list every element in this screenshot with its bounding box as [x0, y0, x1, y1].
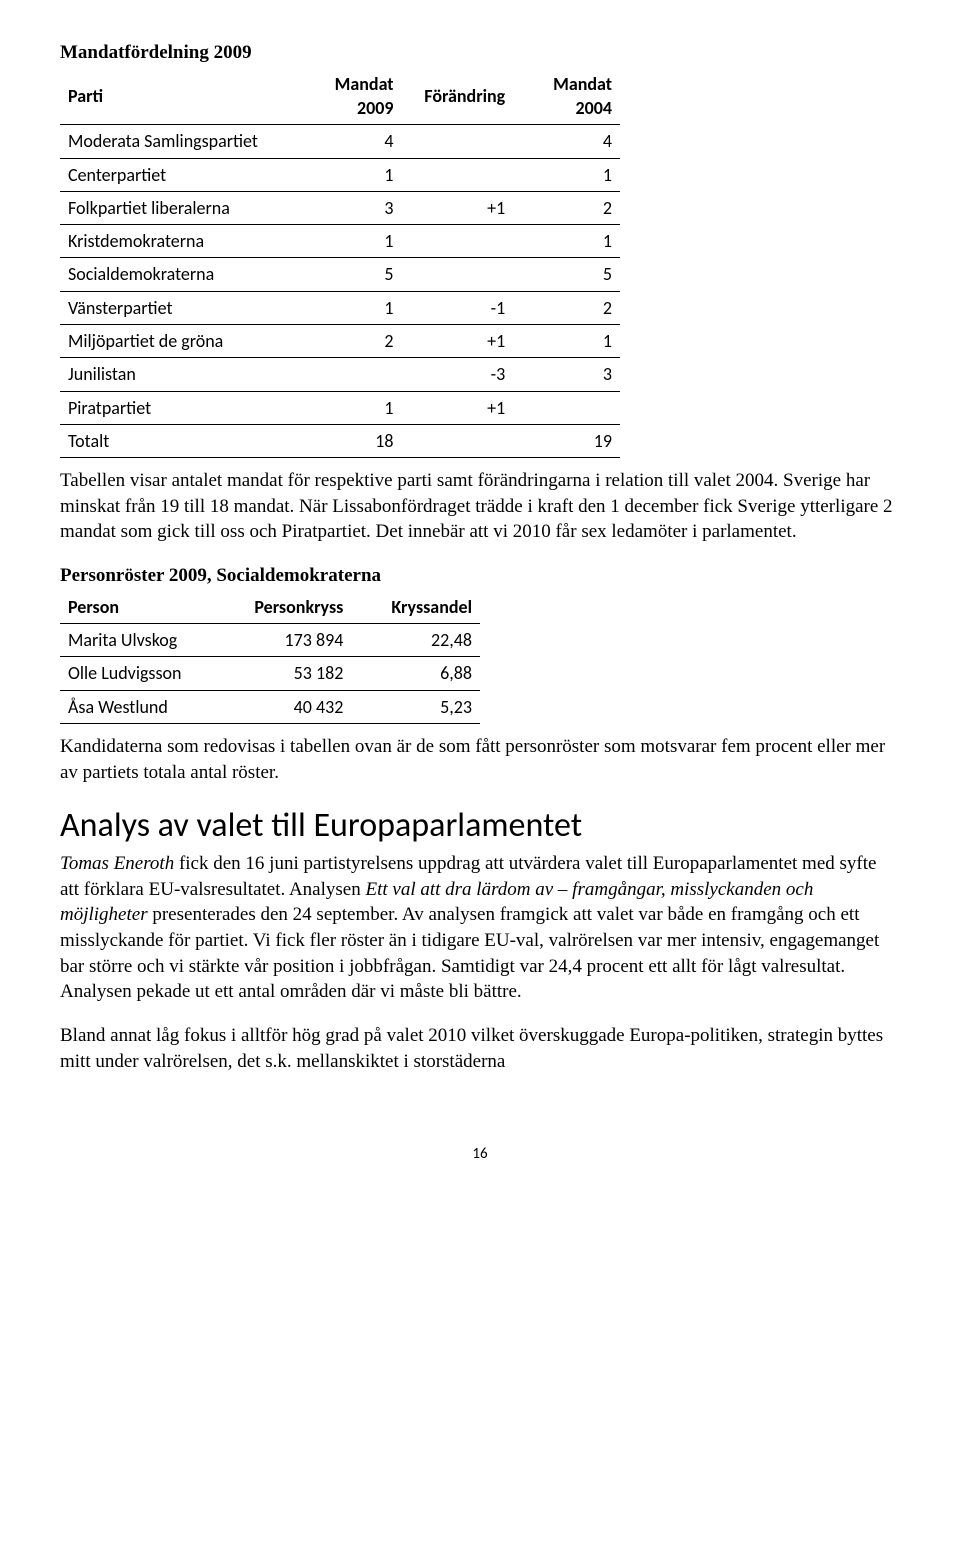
change-cell — [402, 225, 514, 258]
table-row: Kristdemokraterna11 — [60, 225, 620, 258]
party-cell: Totalt — [60, 424, 295, 457]
paragraph-1: Tabellen visar antalet mandat för respek… — [60, 468, 900, 545]
table-row: Folkpartiet liberalerna3+12 — [60, 191, 620, 224]
m2009-cell: 1 — [295, 391, 402, 424]
change-cell: -3 — [402, 358, 514, 391]
andel-cell: 5,23 — [351, 690, 480, 723]
table-row: Miljöpartiet de gröna2+11 — [60, 325, 620, 358]
m2004-cell — [513, 391, 620, 424]
m2009-cell: 4 — [295, 125, 402, 158]
paragraph-3: Tomas Eneroth fick den 16 juni partistyr… — [60, 851, 900, 1005]
table-row: Junilistan -33 — [60, 358, 620, 391]
table-row: Åsa Westlund40 4325,23 — [60, 690, 480, 723]
person-cell: Marita Ulvskog — [60, 624, 221, 657]
person-table-title: Personröster 2009, Socialdemokraterna — [60, 563, 900, 589]
change-cell: +1 — [402, 325, 514, 358]
m2004-cell: 3 — [513, 358, 620, 391]
m2004-cell: 4 — [513, 125, 620, 158]
mandat-col-party: Parti — [60, 68, 295, 125]
m2004-cell: 1 — [513, 158, 620, 191]
table-row: Piratpartiet1+1 — [60, 391, 620, 424]
change-cell: +1 — [402, 191, 514, 224]
m2009-cell: 1 — [295, 158, 402, 191]
mandat-col-2004: Mandat 2004 — [513, 68, 620, 125]
m2004-cell: 2 — [513, 291, 620, 324]
m2004-cell: 1 — [513, 325, 620, 358]
party-cell: Piratpartiet — [60, 391, 295, 424]
table-row: Olle Ludvigsson53 1826,88 — [60, 657, 480, 690]
table-row: Marita Ulvskog173 89422,48 — [60, 624, 480, 657]
paragraph-2: Kandidaterna som redovisas i tabellen ov… — [60, 734, 900, 785]
kryss-cell: 40 432 — [221, 690, 351, 723]
m2009-cell: 5 — [295, 258, 402, 291]
party-cell: Centerpartiet — [60, 158, 295, 191]
m2004-cell: 1 — [513, 225, 620, 258]
table-row: Socialdemokraterna55 — [60, 258, 620, 291]
m2009-cell — [295, 358, 402, 391]
text-run: Tomas Eneroth — [60, 853, 174, 874]
paragraph-4: Bland annat låg fokus i alltför hög grad… — [60, 1023, 900, 1074]
party-cell: Kristdemokraterna — [60, 225, 295, 258]
person-table: Person Personkryss Kryssandel Marita Ulv… — [60, 591, 480, 724]
person-cell: Olle Ludvigsson — [60, 657, 221, 690]
person-cell: Åsa Westlund — [60, 690, 221, 723]
m2004-cell: 2 — [513, 191, 620, 224]
m2009-cell: 1 — [295, 225, 402, 258]
person-col-andel: Kryssandel — [351, 591, 480, 624]
change-cell — [402, 258, 514, 291]
m2009-cell: 18 — [295, 424, 402, 457]
mandat-table-title: Mandatfördelning 2009 — [60, 40, 900, 66]
party-cell: Miljöpartiet de gröna — [60, 325, 295, 358]
change-cell: -1 — [402, 291, 514, 324]
change-cell — [402, 125, 514, 158]
person-col-name: Person — [60, 591, 221, 624]
change-cell — [402, 158, 514, 191]
change-cell: +1 — [402, 391, 514, 424]
m2009-cell: 2 — [295, 325, 402, 358]
table-row: Totalt18 19 — [60, 424, 620, 457]
table-row: Moderata Samlingspartiet44 — [60, 125, 620, 158]
m2009-cell: 3 — [295, 191, 402, 224]
table-row: Centerpartiet11 — [60, 158, 620, 191]
mandat-table: Parti Mandat 2009 Förändring Mandat 2004… — [60, 68, 620, 459]
party-cell: Socialdemokraterna — [60, 258, 295, 291]
page-number: 16 — [60, 1144, 900, 1164]
m2004-cell: 19 — [513, 424, 620, 457]
m2009-cell: 1 — [295, 291, 402, 324]
text-run: presenterades den 24 september. Av analy… — [60, 904, 879, 1002]
andel-cell: 22,48 — [351, 624, 480, 657]
m2004-cell: 5 — [513, 258, 620, 291]
kryss-cell: 173 894 — [221, 624, 351, 657]
party-cell: Junilistan — [60, 358, 295, 391]
table-row: Vänsterpartiet1-12 — [60, 291, 620, 324]
section-heading: Analys av valet till Europaparlamentet — [60, 803, 900, 849]
mandat-col-2009: Mandat 2009 — [295, 68, 402, 125]
kryss-cell: 53 182 — [221, 657, 351, 690]
person-col-kryss: Personkryss — [221, 591, 351, 624]
party-cell: Folkpartiet liberalerna — [60, 191, 295, 224]
party-cell: Moderata Samlingspartiet — [60, 125, 295, 158]
mandat-col-change: Förändring — [402, 68, 514, 125]
party-cell: Vänsterpartiet — [60, 291, 295, 324]
andel-cell: 6,88 — [351, 657, 480, 690]
change-cell — [402, 424, 514, 457]
